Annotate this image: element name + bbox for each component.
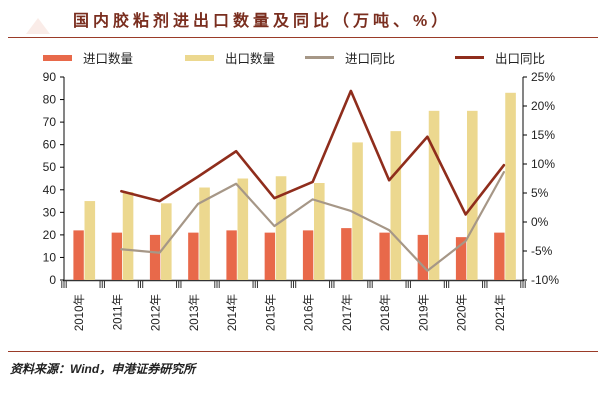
svg-text:70: 70 [43, 115, 57, 129]
svg-text:60: 60 [43, 138, 57, 152]
svg-text:2019年: 2019年 [416, 294, 430, 331]
svg-text:30: 30 [43, 205, 57, 219]
svg-text:80: 80 [43, 93, 57, 107]
svg-text:10%: 10% [531, 157, 555, 171]
svg-text:-5%: -5% [531, 244, 553, 258]
svg-text:-10%: -10% [531, 273, 559, 287]
svg-text:2021年: 2021年 [493, 294, 507, 331]
svg-text:2014年: 2014年 [225, 294, 239, 331]
svg-text:2011年: 2011年 [110, 294, 124, 330]
svg-text:2016年: 2016年 [302, 294, 316, 331]
svg-text:2020年: 2020年 [455, 294, 469, 331]
svg-text:40: 40 [43, 183, 57, 197]
svg-text:10: 10 [43, 250, 57, 264]
svg-text:25%: 25% [531, 70, 555, 84]
svg-text:90: 90 [43, 70, 57, 84]
svg-text:20%: 20% [531, 99, 555, 113]
svg-text:50: 50 [43, 160, 57, 174]
svg-text:2012年: 2012年 [149, 294, 163, 331]
svg-text:2013年: 2013年 [187, 294, 201, 331]
svg-text:15%: 15% [531, 128, 555, 142]
svg-text:2018年: 2018年 [378, 294, 392, 331]
svg-text:2010年: 2010年 [72, 294, 86, 331]
svg-text:0%: 0% [531, 215, 549, 229]
svg-text:2015年: 2015年 [263, 294, 277, 331]
svg-text:5%: 5% [531, 186, 549, 200]
svg-text:2017年: 2017年 [340, 294, 354, 331]
svg-text:0: 0 [49, 273, 56, 287]
svg-text:20: 20 [43, 228, 57, 242]
